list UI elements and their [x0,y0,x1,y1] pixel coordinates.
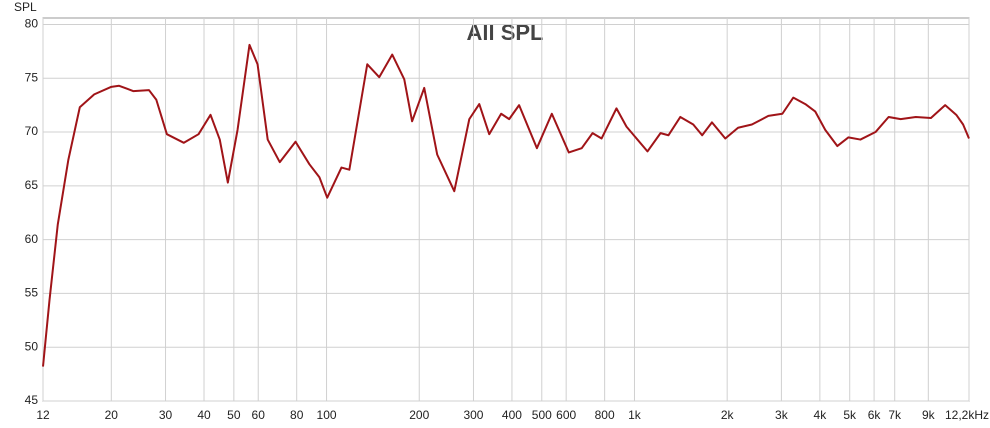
x-tick-label: 600 [556,408,576,422]
x-tick-label: 100 [317,408,337,422]
y-tick-label: 55 [25,286,39,300]
chart-title: All SPL [466,20,543,45]
x-tick-label: 30 [159,408,173,422]
y-tick-label: 80 [25,17,39,31]
x-tick-label: 4k [814,408,828,422]
response-curve [42,43,970,367]
x-tick-label: 50 [227,408,241,422]
y-tick-label: 70 [25,124,39,138]
x-tick-label: 60 [252,408,266,422]
x-tick-label: 200 [409,408,429,422]
y-tick-label: 75 [25,70,39,84]
x-tick-label: 12,2kHz [945,408,989,422]
x-tick-label: 1k [628,408,642,422]
y-axis-label: SPL [14,0,37,14]
x-tick-label: 5k [843,408,857,422]
x-tick-label: 12 [36,408,50,422]
x-tick-label: 40 [197,408,211,422]
x-tick-label: 800 [595,408,615,422]
y-tick-label: 65 [25,178,39,192]
x-tick-label: 300 [463,408,483,422]
plot-area [42,17,970,402]
x-tick-label: 6k [868,408,882,422]
y-tick-label: 45 [25,393,39,407]
x-tick-label: 80 [290,408,304,422]
x-tick-label: 9k [922,408,936,422]
x-tick-label: 2k [721,408,735,422]
x-tick-label: 3k [775,408,789,422]
x-tick-label: 400 [502,408,522,422]
x-tick-label: 7k [888,408,902,422]
x-tick-label: 500 [532,408,552,422]
y-tick-label: 50 [25,339,39,353]
x-tick-label: 20 [105,408,119,422]
y-tick-label: 60 [25,232,39,246]
